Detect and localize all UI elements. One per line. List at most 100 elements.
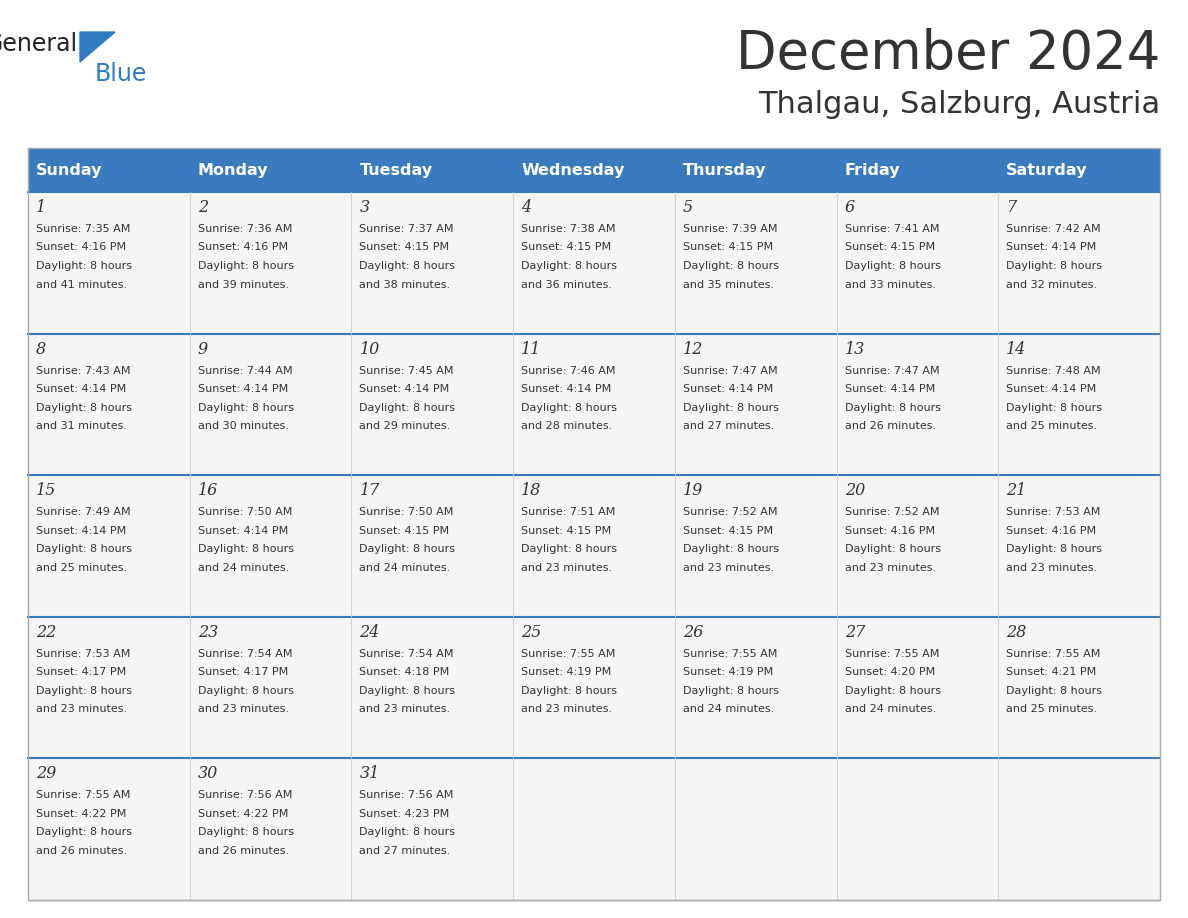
Text: 30: 30 <box>197 766 217 782</box>
Text: Sunset: 4:15 PM: Sunset: 4:15 PM <box>522 526 612 536</box>
Text: Monday: Monday <box>197 162 268 177</box>
Text: 11: 11 <box>522 341 542 358</box>
Text: Daylight: 8 hours: Daylight: 8 hours <box>360 403 455 412</box>
Text: Daylight: 8 hours: Daylight: 8 hours <box>197 827 293 837</box>
Text: 15: 15 <box>36 482 56 499</box>
Text: Sunrise: 7:55 AM: Sunrise: 7:55 AM <box>683 649 777 659</box>
Text: Sunset: 4:22 PM: Sunset: 4:22 PM <box>36 809 126 819</box>
Text: Daylight: 8 hours: Daylight: 8 hours <box>683 686 779 696</box>
Text: 27: 27 <box>845 624 865 641</box>
Text: Daylight: 8 hours: Daylight: 8 hours <box>360 544 455 554</box>
Text: 12: 12 <box>683 341 703 358</box>
Text: 29: 29 <box>36 766 56 782</box>
Text: Sunrise: 7:55 AM: Sunrise: 7:55 AM <box>36 790 131 800</box>
Bar <box>29 758 1159 900</box>
Text: Daylight: 8 hours: Daylight: 8 hours <box>683 261 779 271</box>
Text: Sunrise: 7:54 AM: Sunrise: 7:54 AM <box>360 649 454 659</box>
Text: Sunrise: 7:47 AM: Sunrise: 7:47 AM <box>683 365 777 375</box>
Text: 28: 28 <box>1006 624 1026 641</box>
Text: Sunrise: 7:38 AM: Sunrise: 7:38 AM <box>522 224 615 234</box>
Text: December 2024: December 2024 <box>735 28 1159 80</box>
Text: 8: 8 <box>36 341 46 358</box>
Polygon shape <box>80 32 115 62</box>
Text: Sunrise: 7:41 AM: Sunrise: 7:41 AM <box>845 224 939 234</box>
Text: Sunrise: 7:35 AM: Sunrise: 7:35 AM <box>36 224 131 234</box>
Text: Daylight: 8 hours: Daylight: 8 hours <box>845 261 941 271</box>
Text: Daylight: 8 hours: Daylight: 8 hours <box>197 544 293 554</box>
Text: and 38 minutes.: and 38 minutes. <box>360 279 450 289</box>
Text: Thursday: Thursday <box>683 162 766 177</box>
Text: Sunset: 4:17 PM: Sunset: 4:17 PM <box>36 667 126 677</box>
Text: Sunrise: 7:43 AM: Sunrise: 7:43 AM <box>36 365 131 375</box>
Bar <box>836 148 998 192</box>
Text: and 23 minutes.: and 23 minutes. <box>36 704 127 714</box>
Text: Sunset: 4:14 PM: Sunset: 4:14 PM <box>845 384 935 394</box>
Text: and 26 minutes.: and 26 minutes. <box>36 845 127 856</box>
Text: Sunset: 4:14 PM: Sunset: 4:14 PM <box>197 526 287 536</box>
Text: Sunset: 4:19 PM: Sunset: 4:19 PM <box>683 667 773 677</box>
Bar <box>29 617 1159 758</box>
Text: and 32 minutes.: and 32 minutes. <box>1006 279 1098 289</box>
Text: 7: 7 <box>1006 199 1017 216</box>
Text: and 29 minutes.: and 29 minutes. <box>360 421 450 431</box>
Text: Sunrise: 7:55 AM: Sunrise: 7:55 AM <box>522 649 615 659</box>
Text: Sunrise: 7:53 AM: Sunrise: 7:53 AM <box>36 649 131 659</box>
Text: 20: 20 <box>845 482 865 499</box>
Text: 26: 26 <box>683 624 703 641</box>
Bar <box>352 148 513 192</box>
Text: and 23 minutes.: and 23 minutes. <box>683 563 775 573</box>
Text: Daylight: 8 hours: Daylight: 8 hours <box>360 261 455 271</box>
Text: Tuesday: Tuesday <box>360 162 432 177</box>
Text: Sunrise: 7:52 AM: Sunrise: 7:52 AM <box>683 508 777 517</box>
Text: Daylight: 8 hours: Daylight: 8 hours <box>683 544 779 554</box>
Text: and 25 minutes.: and 25 minutes. <box>1006 704 1098 714</box>
Text: and 28 minutes.: and 28 minutes. <box>522 421 612 431</box>
Text: Sunset: 4:14 PM: Sunset: 4:14 PM <box>197 384 287 394</box>
Text: and 23 minutes.: and 23 minutes. <box>845 563 936 573</box>
Text: Daylight: 8 hours: Daylight: 8 hours <box>36 403 132 412</box>
Text: Daylight: 8 hours: Daylight: 8 hours <box>360 827 455 837</box>
Text: 31: 31 <box>360 766 380 782</box>
Text: Sunset: 4:14 PM: Sunset: 4:14 PM <box>36 526 126 536</box>
Text: Sunset: 4:18 PM: Sunset: 4:18 PM <box>360 667 450 677</box>
Text: 22: 22 <box>36 624 56 641</box>
Text: and 27 minutes.: and 27 minutes. <box>360 845 450 856</box>
Bar <box>29 333 1159 476</box>
Text: Sunrise: 7:42 AM: Sunrise: 7:42 AM <box>1006 224 1101 234</box>
Text: Sunrise: 7:50 AM: Sunrise: 7:50 AM <box>360 508 454 517</box>
Bar <box>29 148 190 192</box>
Text: 10: 10 <box>360 341 380 358</box>
Text: 21: 21 <box>1006 482 1026 499</box>
Bar <box>29 148 1159 900</box>
Text: 1: 1 <box>36 199 46 216</box>
Text: Sunset: 4:21 PM: Sunset: 4:21 PM <box>1006 667 1097 677</box>
Text: General: General <box>0 32 78 56</box>
Text: Daylight: 8 hours: Daylight: 8 hours <box>1006 261 1102 271</box>
Text: Sunrise: 7:56 AM: Sunrise: 7:56 AM <box>197 790 292 800</box>
Text: 17: 17 <box>360 482 380 499</box>
Text: Saturday: Saturday <box>1006 162 1088 177</box>
Text: 4: 4 <box>522 199 531 216</box>
Text: Sunrise: 7:48 AM: Sunrise: 7:48 AM <box>1006 365 1101 375</box>
Text: 23: 23 <box>197 624 217 641</box>
Text: Friday: Friday <box>845 162 901 177</box>
Text: and 35 minutes.: and 35 minutes. <box>683 279 773 289</box>
Text: Sunrise: 7:37 AM: Sunrise: 7:37 AM <box>360 224 454 234</box>
Text: Daylight: 8 hours: Daylight: 8 hours <box>845 403 941 412</box>
Text: Daylight: 8 hours: Daylight: 8 hours <box>683 403 779 412</box>
Text: and 36 minutes.: and 36 minutes. <box>522 279 612 289</box>
Text: Sunset: 4:14 PM: Sunset: 4:14 PM <box>522 384 612 394</box>
Text: Sunrise: 7:39 AM: Sunrise: 7:39 AM <box>683 224 777 234</box>
Text: Sunrise: 7:45 AM: Sunrise: 7:45 AM <box>360 365 454 375</box>
Text: Sunset: 4:23 PM: Sunset: 4:23 PM <box>360 809 450 819</box>
Bar <box>998 148 1159 192</box>
Text: 5: 5 <box>683 199 693 216</box>
Text: and 24 minutes.: and 24 minutes. <box>360 563 450 573</box>
Text: Sunrise: 7:36 AM: Sunrise: 7:36 AM <box>197 224 292 234</box>
Text: Daylight: 8 hours: Daylight: 8 hours <box>1006 686 1102 696</box>
Text: Sunrise: 7:53 AM: Sunrise: 7:53 AM <box>1006 508 1100 517</box>
Text: Daylight: 8 hours: Daylight: 8 hours <box>36 261 132 271</box>
Text: 25: 25 <box>522 624 542 641</box>
Text: and 23 minutes.: and 23 minutes. <box>360 704 450 714</box>
Text: Daylight: 8 hours: Daylight: 8 hours <box>36 686 132 696</box>
